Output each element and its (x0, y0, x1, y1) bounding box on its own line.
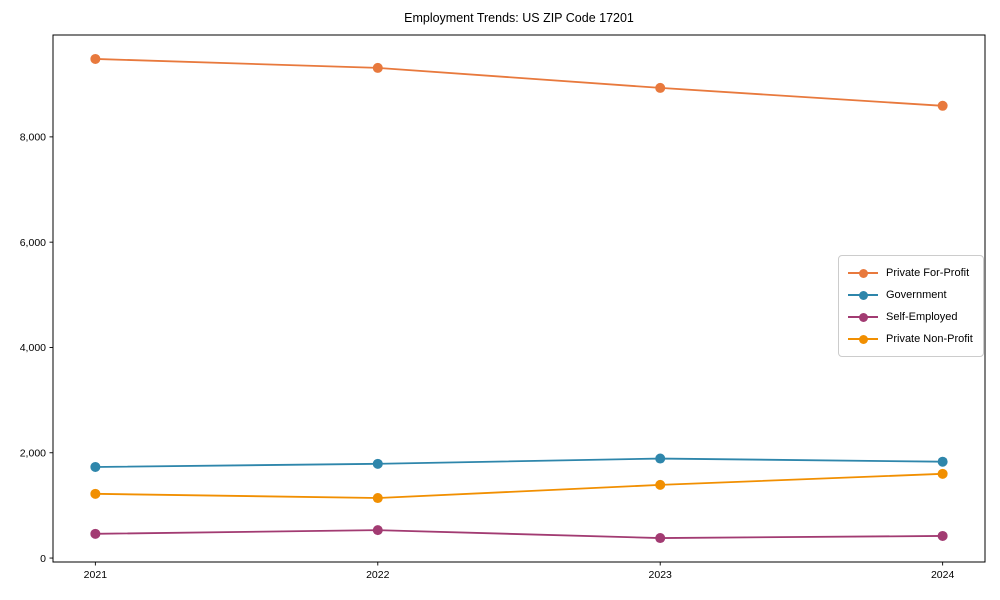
series-line-government (94, 457, 944, 468)
plot-border (52, 34, 986, 563)
legend-label: Self-Employed (886, 311, 958, 323)
x-axis-tick-label: 2023 (649, 569, 673, 581)
y-axis-tick-label: 8,000 (20, 132, 46, 144)
data-point-marker (655, 479, 666, 490)
data-point-marker (90, 528, 101, 539)
series-line-private-non-profit (94, 472, 944, 499)
legend-label: Private Non-Profit (886, 333, 973, 345)
legend-marker-icon (848, 334, 878, 344)
x-axis-tick-label: 2021 (84, 569, 108, 581)
data-point-marker (655, 453, 666, 464)
data-point-marker (937, 100, 948, 111)
data-point-marker (372, 62, 383, 73)
legend-item: Private Non-Profit (848, 328, 973, 350)
data-point-marker (372, 493, 383, 504)
data-point-marker (655, 533, 666, 544)
x-axis-tick-label: 2022 (366, 569, 390, 581)
data-point-marker (90, 53, 101, 64)
legend-item: Government (848, 284, 973, 306)
y-axis-tick-label: 2,000 (20, 447, 46, 459)
chart-title: Employment Trends: US ZIP Code 17201 (404, 11, 634, 25)
y-axis-tick-label: 4,000 (20, 342, 46, 354)
series-line-private-for-profit (94, 58, 944, 107)
data-point-marker (655, 82, 666, 93)
x-axis-tick-label: 2024 (931, 569, 955, 581)
legend-item: Self-Employed (848, 306, 973, 328)
data-point-marker (937, 530, 948, 541)
legend-marker-icon (848, 290, 878, 300)
legend: Private For-Profit Government Self-Employe… (838, 255, 984, 357)
legend-label: Government (886, 289, 947, 301)
legend-marker-icon (848, 268, 878, 278)
y-axis-tick-label: 6,000 (20, 237, 46, 249)
y-axis-tick-label: 0 (40, 553, 46, 565)
data-point-marker (937, 468, 948, 479)
legend-item: Private For-Profit (848, 262, 973, 284)
legend-marker-icon (848, 312, 878, 322)
data-point-marker (90, 461, 101, 472)
data-point-marker (937, 456, 948, 467)
data-point-marker (372, 525, 383, 536)
legend-label: Private For-Profit (886, 267, 970, 279)
series-line-self-employed (94, 529, 944, 539)
data-point-marker (90, 488, 101, 499)
data-point-marker (372, 458, 383, 469)
